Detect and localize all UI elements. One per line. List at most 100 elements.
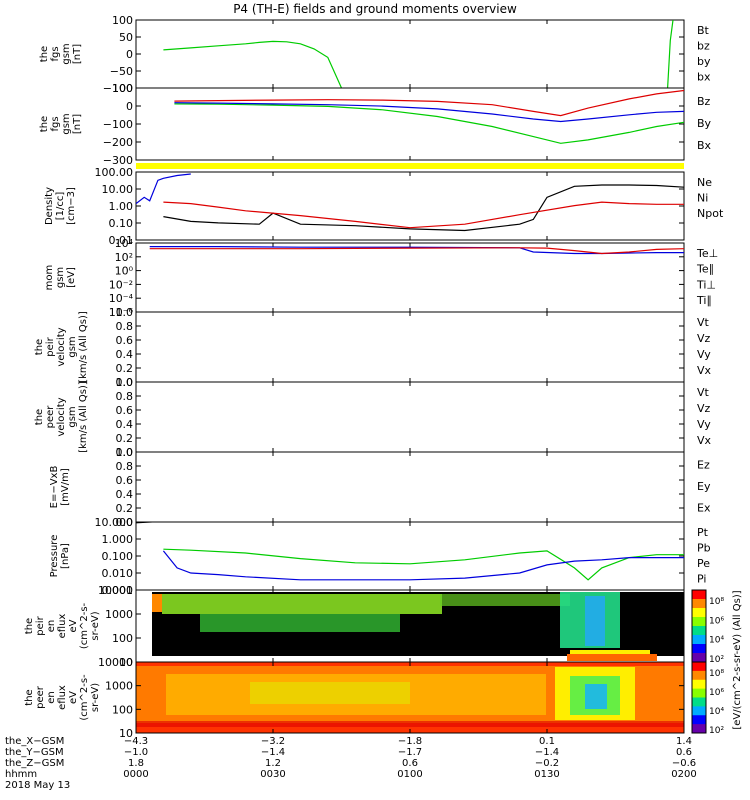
- legend-vz: Vz: [697, 332, 711, 345]
- y-tick-label: 0.6: [116, 474, 134, 487]
- legend-npot: Npot: [697, 207, 724, 220]
- x-tick-label-hhmm: 0030: [260, 769, 285, 780]
- y-tick-label: −300: [103, 154, 133, 167]
- x-tick-label-x: −3.2: [261, 736, 285, 747]
- y-axis-label: gsm: [61, 43, 72, 64]
- y-tick-label: 50: [119, 31, 133, 44]
- colorbar-segment: [692, 608, 706, 618]
- colorbar-segment: [692, 724, 706, 734]
- y-axis-label: (cm^2-s-: [79, 602, 90, 649]
- colorbar-segment: [692, 626, 706, 636]
- x-row-label: the_Z−GSM: [5, 758, 64, 769]
- y-axis-label: eflux: [57, 614, 68, 639]
- y-axis-label: the: [39, 46, 50, 62]
- y-axis-label: gsm: [55, 267, 66, 288]
- colorbar-tick-label: 10⁸: [709, 597, 724, 607]
- x-tick-label-hhmm: 0200: [671, 769, 696, 780]
- x-tick-label-z: 1.2: [265, 758, 281, 769]
- panel-frame: [135, 87, 685, 161]
- y-axis-label: the: [34, 339, 45, 355]
- panel-frame: [135, 19, 685, 89]
- y-axis-label: gsm: [61, 113, 72, 134]
- x-tick-label-z: −0.6: [672, 758, 696, 769]
- panel-peir-eflux: 10⁸ 10⁶ 10⁴ 10² 10000 1000 100 10 the peir en eflux…: [24, 584, 724, 669]
- series-line-by: [174, 103, 684, 144]
- series-line-bz: [174, 89, 684, 117]
- y-axis-label: peir: [35, 615, 46, 635]
- panel-fgs-gsm-bottom: 100 0 −100 −200 −300 the fgs gsm [nT] Bz By Bx: [39, 82, 712, 167]
- series-line-ti⊥: [149, 246, 684, 255]
- y-tick-label: 0.4: [116, 418, 134, 431]
- spectrogram-patch: [585, 596, 605, 646]
- y-axis-label: (cm^2-s-: [79, 674, 90, 721]
- y-tick-label: 0.001: [102, 584, 134, 597]
- y-tick-label: 10.00: [102, 183, 134, 196]
- x-tick-label-z: 1.8: [128, 758, 144, 769]
- y-axis-label: eV: [68, 691, 79, 704]
- y-tick-label: 10: [119, 656, 133, 669]
- legend-pb: Pb: [697, 541, 711, 554]
- series-line-npot: [136, 173, 191, 205]
- y-axis-label: E=−VxB: [49, 466, 60, 509]
- y-tick-label: 10: [119, 727, 133, 740]
- colorbar-segment: [692, 715, 706, 725]
- x-tick-label-hhmm: 0130: [534, 769, 559, 780]
- colorbar-segment: [692, 662, 706, 672]
- y-tick-label: 10⁻²: [109, 278, 133, 291]
- colorbar-segment: [692, 617, 706, 627]
- y-tick-label: 0.6: [116, 334, 134, 347]
- colorbar-label: [eV/(cm^2-s-sr-eV) (All Qs)]: [732, 590, 743, 729]
- y-tick-label: 10²: [115, 251, 133, 264]
- spectrogram-patch: [250, 682, 410, 704]
- y-axis-label: [nPa]: [60, 543, 71, 569]
- panel-frame: [135, 311, 685, 383]
- y-axis-label: eV: [68, 619, 79, 632]
- legend-ti⊥: Ti⊥: [696, 278, 716, 291]
- x-axis-labels: [eV/(cm^2-s-sr-eV) (All Qs)]the_X−GSMthe…: [5, 590, 743, 791]
- legend-ez: Ez: [697, 459, 710, 472]
- series-line-ni: [163, 184, 684, 232]
- legend-te⊥: Te⊥: [696, 247, 718, 260]
- legend-pi: Pi: [697, 572, 706, 585]
- legend-bt: Bt: [697, 24, 710, 37]
- series-line-te⊥: [149, 247, 684, 255]
- legend-bx: bx: [697, 70, 711, 83]
- y-tick-label: 0: [126, 100, 133, 113]
- x-tick-label-z: 0.6: [402, 758, 418, 769]
- y-tick-label: 1.0: [116, 306, 134, 319]
- y-axis-label: [1/cc]: [55, 192, 66, 221]
- legend-vx: Vx: [697, 434, 712, 447]
- legend-ni: Ni: [697, 191, 708, 204]
- y-axis-label: [eV]: [66, 267, 77, 288]
- y-tick-label: 0.8: [116, 460, 134, 473]
- y-axis-label: sr-eV): [90, 611, 101, 640]
- y-tick-label: 0.0: [116, 376, 134, 389]
- legend-bz: bz: [697, 39, 710, 52]
- spectrogram-patch: [136, 721, 684, 727]
- colorbar-tick-label: 10⁴: [709, 707, 724, 717]
- x-row-label: the_X−GSM: [5, 736, 64, 747]
- y-tick-label: 100: [112, 82, 133, 95]
- colorbar-segment: [692, 653, 706, 663]
- legend-ne: Ne: [697, 176, 712, 189]
- legend-vt: Vt: [697, 316, 710, 329]
- x-tick-label-hhmm: 0100: [397, 769, 422, 780]
- legend-te∥: Te∥: [696, 263, 714, 276]
- y-tick-label: 10000: [98, 656, 133, 669]
- colorbar-tick-label: 10⁸: [709, 669, 724, 679]
- colorbar-tick-label: 10²: [709, 726, 724, 736]
- y-axis-label: the: [39, 116, 50, 132]
- y-tick-label: 10.000: [95, 516, 134, 529]
- y-axis-label: en: [46, 620, 57, 633]
- y-axis-label: the: [24, 689, 35, 705]
- colorbar-segment: [692, 644, 706, 654]
- legend-bx: Bx: [697, 139, 712, 152]
- y-tick-label: 0.2: [116, 362, 134, 375]
- series-line-pe: [163, 548, 684, 581]
- panel-pressure: 10.000 1.000 0.100 0.010 0.001 Pressure [nPa] P…: [49, 516, 711, 597]
- legend-ey: Ey: [697, 480, 711, 493]
- series-line-pi: [162, 550, 684, 581]
- plot-title: P4 (TH-E) fields and ground moments over…: [233, 2, 517, 16]
- legend-bz: Bz: [697, 95, 711, 108]
- series-line-by: [163, 40, 343, 88]
